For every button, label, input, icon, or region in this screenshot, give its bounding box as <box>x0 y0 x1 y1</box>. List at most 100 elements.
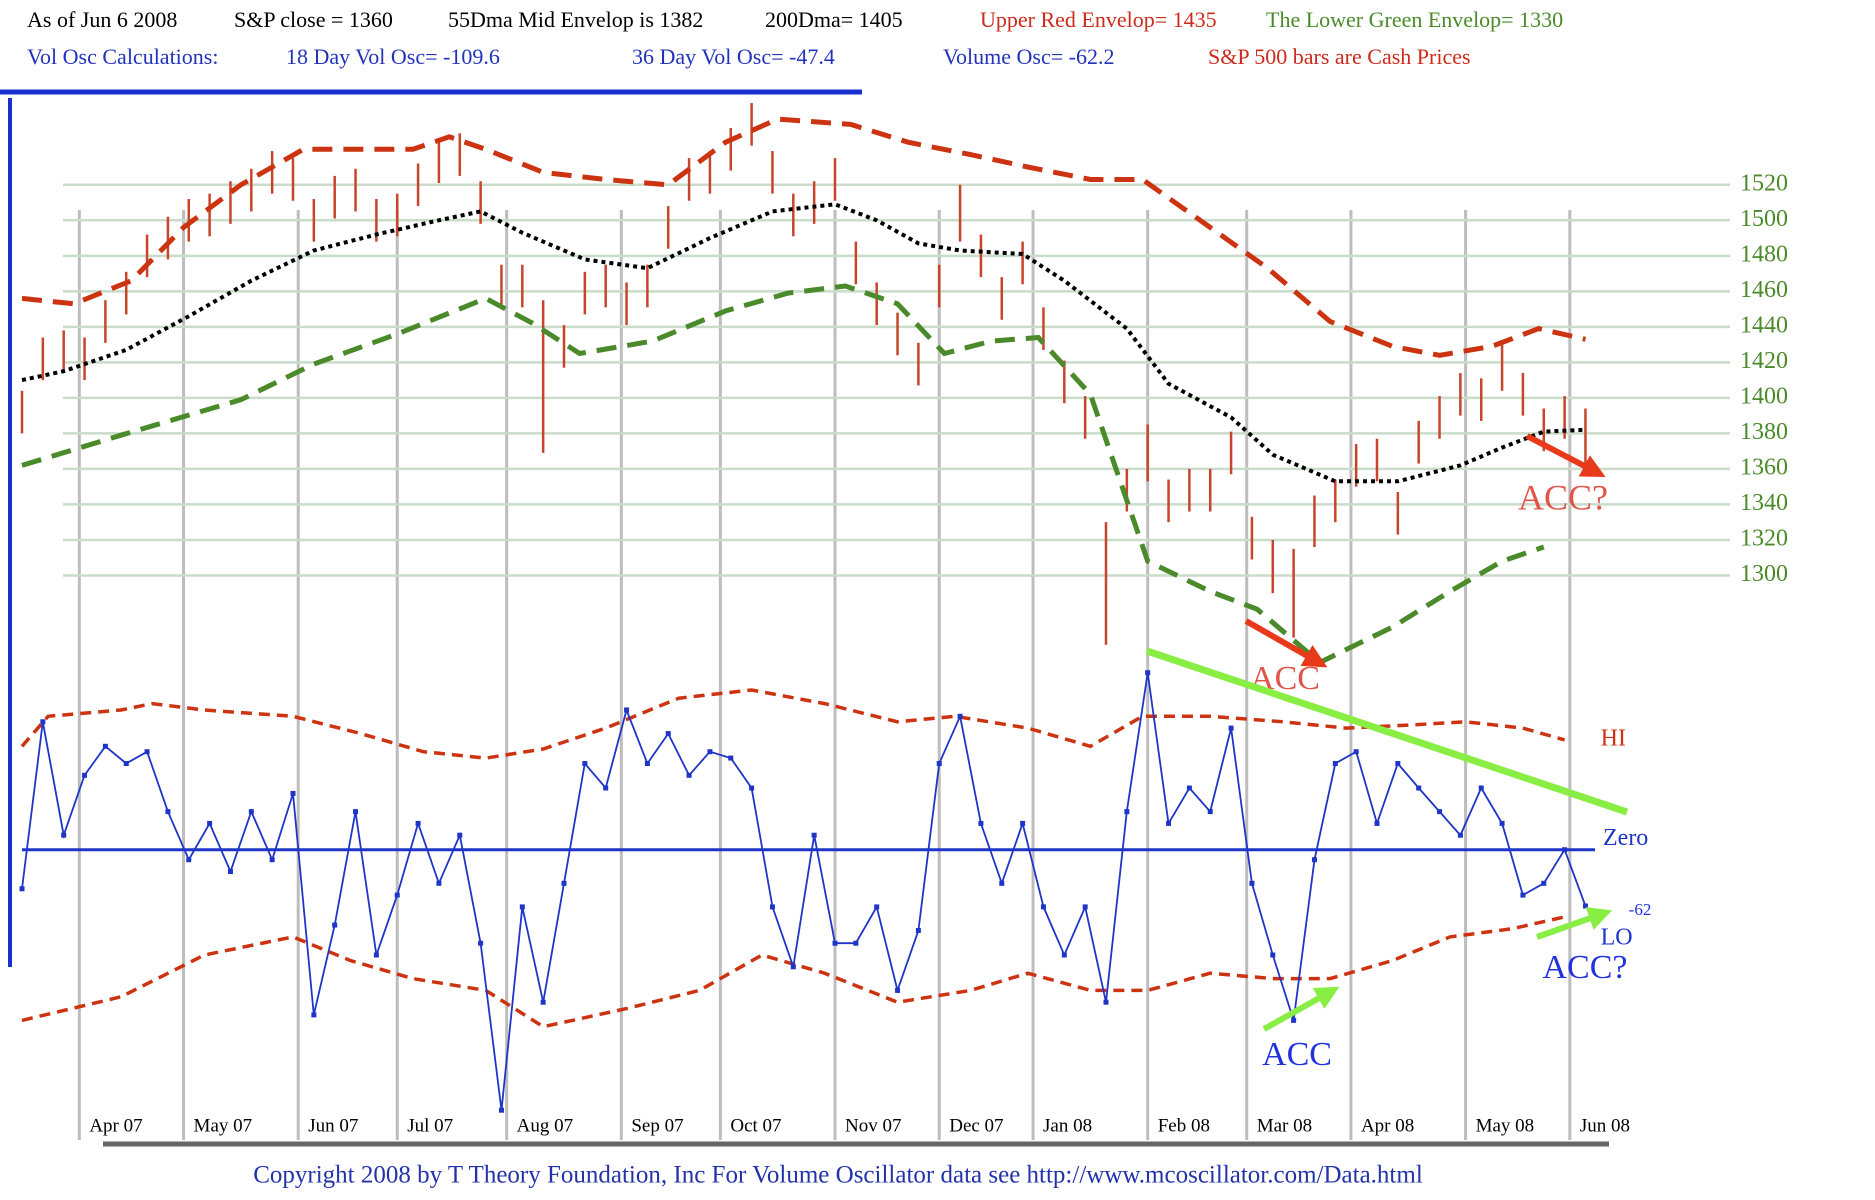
oscillator-point <box>561 880 567 886</box>
oscillator-point <box>644 761 650 767</box>
oscillator-point <box>290 790 296 796</box>
oscillator-point <box>1249 880 1255 886</box>
trend-line <box>1145 647 1629 816</box>
oscillator-point <box>749 785 755 791</box>
x-tick-label: May 08 <box>1476 1115 1535 1136</box>
header-text: S&P 500 bars are Cash Prices <box>1208 44 1471 69</box>
oscillator-point <box>82 772 88 778</box>
arrow <box>1535 907 1613 940</box>
oscillator-point <box>394 892 400 898</box>
oscillator-point <box>373 952 379 958</box>
x-tick-label: Aug 07 <box>517 1115 573 1136</box>
oscillator-point <box>311 1012 317 1018</box>
x-tick-label: Oct 07 <box>730 1115 781 1136</box>
oscillator-point <box>1395 761 1401 767</box>
oscillator-point <box>40 719 46 725</box>
plot-layer: As of Jun 6 2008 S&P close = 1360 55Dma Mi… <box>19 7 1788 1140</box>
oscillator-point <box>1145 670 1151 676</box>
oscillator-point <box>1332 761 1338 767</box>
x-tick-label: Jun 07 <box>308 1115 358 1136</box>
y-tick-label: 1420 <box>1740 348 1788 374</box>
background-layer <box>0 89 1609 1147</box>
oscillator-point <box>269 857 275 863</box>
oscillator-point <box>915 928 921 934</box>
envelope-line <box>21 283 1545 666</box>
arrow <box>1244 618 1328 668</box>
y-tick-label: 1300 <box>1740 561 1788 587</box>
oscillator-point <box>1520 892 1526 898</box>
oscillator-point <box>144 749 150 755</box>
oscillator-point <box>999 880 1005 886</box>
header-text: The Lower Green Envelop= 1330 <box>1266 7 1563 32</box>
y-tick-label: 1380 <box>1740 419 1788 445</box>
oscillator-point <box>227 869 233 875</box>
oscillator-point <box>1061 952 1067 958</box>
x-tick-label: Apr 07 <box>89 1115 142 1136</box>
envelope-line <box>21 116 1587 358</box>
oscillator-point <box>165 809 171 815</box>
oscillator-point <box>1166 820 1172 826</box>
oscillator-point <box>790 964 796 970</box>
oscillator-point <box>978 820 984 826</box>
y-tick-label: 1360 <box>1740 454 1788 480</box>
oscillator-point <box>540 999 546 1005</box>
oscillator-point <box>853 940 859 946</box>
oscillator-point <box>603 785 609 791</box>
oscillator-point <box>936 761 942 767</box>
arrow <box>1262 986 1340 1032</box>
overlay-layer <box>1145 433 1629 1032</box>
y-tick-label: 1520 <box>1740 170 1788 196</box>
oscillator-point <box>895 987 901 993</box>
oscillator-point <box>1270 952 1276 958</box>
oscillator-point <box>332 922 338 928</box>
oscillator-point <box>1103 999 1109 1005</box>
y-tick-label: Zero <box>1603 825 1648 851</box>
oscillator-point <box>436 880 442 886</box>
x-tick-label: Apr 08 <box>1361 1115 1414 1136</box>
y-tick-label: 1340 <box>1740 490 1788 516</box>
footer: Copyright 2008 by T Theory Foundation, I… <box>253 1162 1423 1189</box>
oscillator-line <box>21 672 1587 1111</box>
oscillator-point <box>1291 1017 1297 1023</box>
oscillator-point <box>1437 809 1443 815</box>
oscillator-point <box>1186 785 1192 791</box>
oscillator-point <box>1228 725 1234 731</box>
header-text: 55Dma Mid Envelop is 1382 <box>448 7 703 32</box>
x-tick-label: Feb 08 <box>1158 1115 1210 1136</box>
x-tick-label: Sep 07 <box>631 1115 683 1136</box>
oscillator-point <box>61 832 67 838</box>
header-text: S&P close = 1360 <box>234 7 393 32</box>
oscillator-point <box>1082 904 1088 910</box>
oscillator-point <box>498 1107 504 1113</box>
arrow <box>1525 433 1606 477</box>
oscillator-point <box>624 707 630 713</box>
oscillator-point <box>1311 857 1317 863</box>
oscillator-point <box>582 761 588 767</box>
annotation: ACC? <box>1518 477 1608 517</box>
header-text: 200Dma= 1405 <box>765 7 903 32</box>
oscillator-point <box>102 743 108 749</box>
header-text: Upper Red Envelop= 1435 <box>980 7 1217 32</box>
oscillator-point <box>415 820 421 826</box>
oscillator-point <box>1478 785 1484 791</box>
oscillator-point <box>832 940 838 946</box>
oscillator-point <box>957 713 963 719</box>
band-line <box>20 688 1566 760</box>
oscillator-point <box>248 809 254 815</box>
oscillator-point <box>665 731 671 737</box>
y-tick-label: 1500 <box>1740 206 1788 232</box>
oscillator-point <box>769 904 775 910</box>
oscillator-point <box>457 832 463 838</box>
oscillator-point <box>123 761 129 767</box>
annotation: ACC? <box>1543 949 1628 986</box>
band-label: LO <box>1601 924 1633 950</box>
header-text: Vol Osc Calculations: <box>27 44 218 69</box>
oscillator-point <box>353 809 359 815</box>
oscillator-point <box>1040 904 1046 910</box>
oscillator-point <box>1541 880 1547 886</box>
header-text: Volume Osc= -62.2 <box>943 44 1115 69</box>
oscillator-point <box>19 886 25 892</box>
x-tick-label: May 07 <box>194 1115 253 1136</box>
x-tick-label: Mar 08 <box>1257 1115 1312 1136</box>
